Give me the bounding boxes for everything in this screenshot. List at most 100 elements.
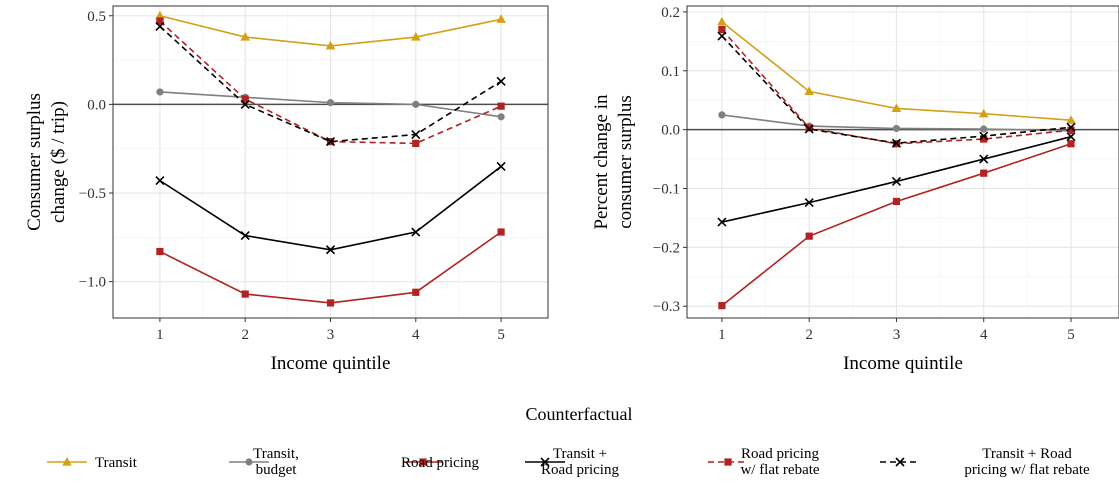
legend-key-marker: [62, 457, 72, 466]
y-tick-label: 0.0: [661, 123, 680, 139]
series-6: [717, 31, 1076, 148]
data-point: [718, 25, 726, 34]
data-point: [240, 32, 251, 41]
data-point: [717, 217, 727, 227]
data-point: [497, 228, 505, 236]
major-gridlines: [113, 6, 548, 318]
x-axis-title: Income quintile: [843, 353, 963, 374]
data-point: [891, 176, 902, 186]
series-4: [155, 161, 506, 255]
data-point: [325, 245, 336, 255]
y-tick-label: 0.2: [661, 5, 680, 21]
legend-label: Road pricing: [741, 446, 819, 462]
left-panel: 0.5 0.0 −0.5 −1.0 1 2 3 4 5 Income quintile Consum…: [24, 5, 549, 374]
y-axis-title: Percent change in: [591, 94, 612, 230]
x-tick-label: 2: [241, 327, 249, 343]
data-point: [717, 31, 727, 41]
y-tick-label: 0.5: [87, 9, 106, 25]
x-tick-label: 2: [805, 327, 813, 343]
major-gridlines: [687, 6, 1119, 318]
data-point: [412, 100, 420, 108]
data-point: [978, 108, 989, 118]
panel-border: [686, 5, 1119, 319]
data-point: [411, 227, 421, 237]
data-point: [410, 32, 421, 41]
legend-entry: Transit +Road pricing: [525, 446, 619, 478]
legend-label: budget: [256, 462, 298, 478]
data-point: [717, 16, 727, 26]
y-axis-title: Consumer surplus: [24, 93, 45, 231]
data-point: [980, 169, 988, 177]
y-tick-label: −0.5: [79, 186, 106, 202]
series-3: [156, 228, 505, 307]
data-point: [497, 102, 505, 110]
data-point: [979, 131, 989, 141]
x-tick-label: 5: [497, 327, 505, 343]
data-point: [805, 124, 813, 132]
x-tick-label: 3: [327, 327, 335, 343]
data-point: [155, 176, 165, 186]
legend-label: Transit +: [553, 446, 607, 462]
data-point: [240, 99, 250, 109]
data-point: [1067, 126, 1075, 134]
x-tick-label: 4: [980, 327, 988, 343]
legend-key-marker: [245, 458, 253, 466]
data-point: [891, 138, 902, 148]
series-3: [718, 140, 1075, 310]
y-tick-label: 0.0: [87, 97, 106, 113]
data-point: [241, 95, 249, 103]
data-point: [892, 124, 901, 133]
data-point: [497, 113, 505, 121]
y-tick-label: −1.0: [79, 275, 106, 291]
y-tick-label: −0.2: [653, 240, 680, 256]
x-tick-label: 5: [1067, 327, 1075, 343]
data-point: [240, 231, 250, 241]
data-point: [156, 247, 164, 256]
legend-entry: Transit: [47, 455, 138, 471]
data-point: [156, 17, 164, 25]
data-point: [892, 197, 901, 206]
x-tick-label: 3: [893, 327, 901, 343]
data-point: [496, 14, 506, 23]
data-point: [325, 137, 336, 147]
data-point: [156, 88, 164, 96]
y-axis-title: consumer surplus: [615, 95, 636, 229]
legend-label: Transit + Road: [982, 446, 1072, 462]
data-point: [326, 99, 335, 107]
legend-key-marker: [724, 458, 732, 466]
data-point: [804, 198, 814, 208]
series-6: [155, 21, 506, 147]
right-panel: 0.2 0.1 0.0 −0.1 −0.2 −0.3 1 2 3 4 5 Income quintil…: [591, 5, 1119, 374]
legend-key-marker: [540, 457, 550, 467]
legend-title: Counterfactual: [526, 404, 633, 424]
data-point: [891, 103, 902, 113]
y-tick-label: 0.1: [661, 64, 680, 80]
x-axis-title: Income quintile: [271, 353, 391, 374]
data-point: [1067, 140, 1075, 148]
data-point: [326, 299, 335, 307]
legend-key-marker: [895, 457, 905, 467]
x-tick-label: 4: [412, 327, 420, 343]
data-point: [496, 161, 506, 171]
data-point: [155, 21, 165, 31]
data-point: [412, 288, 420, 296]
y-axis-title: change ($ / trip): [48, 101, 69, 223]
legend-label: Road pricing: [401, 455, 479, 471]
legend-label: Road pricing: [541, 462, 619, 478]
series-1: [155, 10, 506, 50]
data-point: [718, 111, 726, 119]
legend-entry: Transit,budget: [229, 446, 299, 478]
legend-label: w/ flat rebate: [740, 462, 819, 478]
legend-entry: Road pricing: [401, 455, 479, 471]
data-point: [496, 76, 506, 86]
y-tick-label: −0.3: [653, 299, 680, 315]
data-point: [980, 135, 988, 143]
data-point: [979, 154, 989, 164]
y-tick-label: −0.1: [653, 181, 680, 197]
data-point: [411, 129, 421, 140]
data-point: [718, 302, 726, 310]
legend-label: Transit,: [253, 446, 299, 462]
